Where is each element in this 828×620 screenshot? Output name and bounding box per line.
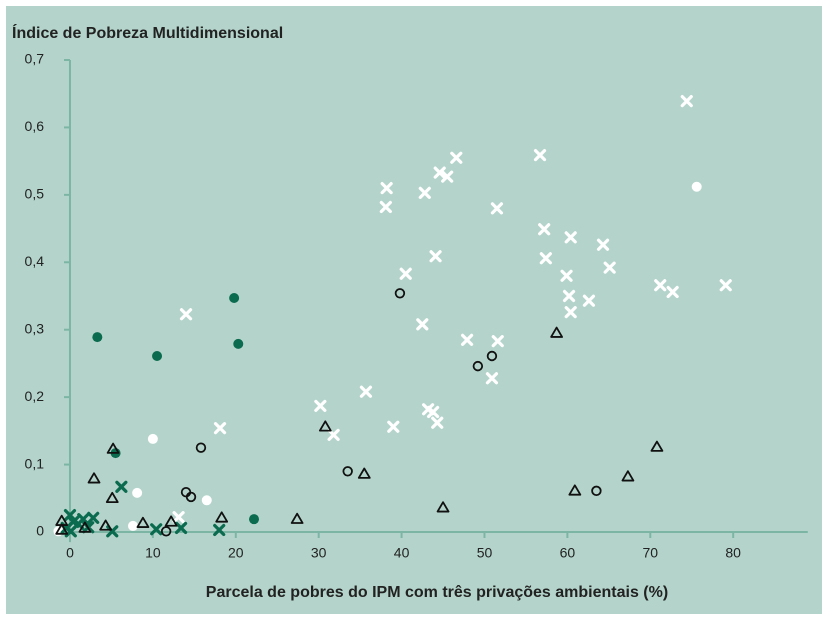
x-marker — [213, 523, 226, 537]
x-marker — [562, 289, 576, 303]
triangle-marker — [87, 472, 101, 484]
dot-marker — [147, 433, 158, 444]
x-axis-label: Parcela de pobres do IPM com três privaç… — [206, 584, 668, 601]
x-marker — [429, 250, 442, 263]
x-marker — [172, 511, 185, 524]
x-marker — [174, 521, 188, 535]
x-marker — [533, 148, 547, 162]
triangle-marker — [164, 515, 178, 527]
triangle-marker — [136, 516, 150, 528]
x-marker — [387, 420, 400, 433]
x-marker — [380, 182, 393, 195]
x-marker — [603, 261, 616, 274]
x-marker — [560, 269, 573, 282]
triangle-marker — [105, 491, 119, 504]
y-tick-label: 0,2 — [25, 388, 45, 404]
x-tick-label: 80 — [725, 545, 741, 561]
circle-marker — [394, 288, 406, 299]
x-marker — [327, 428, 340, 441]
x-marker — [314, 399, 327, 412]
x-marker — [538, 223, 551, 236]
x-marker — [416, 318, 429, 331]
dot-marker — [127, 520, 138, 531]
x-marker — [431, 416, 444, 429]
x-marker — [115, 480, 128, 493]
x-marker — [426, 405, 440, 419]
dot-marker — [233, 338, 244, 349]
x-marker — [490, 202, 504, 215]
x-marker — [359, 385, 373, 398]
triangle-marker — [357, 467, 371, 479]
x-marker — [564, 306, 577, 319]
x-tick-label: 70 — [642, 545, 658, 561]
y-tick-label: 0,7 — [25, 51, 45, 67]
x-marker — [680, 95, 693, 108]
y-tick-label: 0 — [36, 523, 44, 539]
dot-marker — [201, 495, 212, 506]
triangle-marker — [106, 442, 120, 454]
dot-marker — [92, 332, 103, 343]
dot-marker — [691, 181, 702, 192]
x-marker — [150, 523, 163, 536]
x-marker — [596, 238, 610, 251]
circle-marker — [160, 526, 172, 537]
x-marker — [450, 151, 463, 164]
circle-marker — [185, 491, 197, 503]
circle-marker — [486, 350, 498, 362]
x-marker — [539, 252, 552, 265]
chart-title: Índice de Pobreza Multidimensional — [12, 23, 283, 42]
x-tick-label: 60 — [560, 545, 576, 561]
circle-marker — [342, 466, 353, 477]
background — [6, 6, 822, 614]
dot-marker — [132, 487, 143, 498]
dot-marker — [249, 514, 260, 525]
triangle-marker — [55, 523, 69, 535]
x-tick-label: 50 — [477, 545, 493, 561]
triangle-marker — [99, 519, 113, 531]
triangle-marker — [650, 440, 664, 452]
dot-marker — [229, 293, 240, 304]
y-tick-label: 0,3 — [25, 320, 45, 336]
x-marker — [399, 267, 412, 280]
triangle-marker — [215, 511, 229, 523]
y-tick-label: 0,5 — [25, 186, 45, 202]
triangle-marker — [78, 521, 92, 533]
triangle-marker — [436, 501, 450, 513]
x-marker — [666, 285, 679, 299]
x-marker — [654, 279, 667, 292]
x-marker — [418, 186, 431, 199]
x-marker — [485, 372, 499, 385]
x-tick-label: 20 — [228, 545, 244, 561]
triangle-marker — [550, 326, 564, 338]
x-tick-label: 30 — [311, 545, 327, 561]
x-marker — [564, 231, 577, 244]
dot-marker — [152, 351, 163, 362]
x-marker — [179, 308, 193, 321]
x-tick-label: 0 — [66, 545, 74, 561]
x-tick-label: 40 — [394, 545, 410, 561]
x-marker — [379, 200, 392, 214]
triangle-marker — [290, 512, 304, 524]
circle-marker — [195, 442, 207, 453]
x-marker — [433, 166, 446, 179]
y-tick-label: 0,1 — [25, 455, 45, 471]
x-marker — [719, 279, 732, 292]
x-marker — [582, 294, 596, 307]
circle-marker — [591, 485, 602, 497]
triangle-marker — [568, 484, 582, 496]
x-marker — [460, 333, 474, 346]
x-marker — [491, 335, 504, 348]
circle-marker — [472, 360, 484, 372]
x-marker — [441, 170, 454, 183]
triangle-marker — [318, 420, 332, 432]
x-marker — [87, 511, 100, 524]
triangle-marker — [621, 470, 635, 482]
x-marker — [213, 422, 227, 435]
x-tick-label: 10 — [145, 545, 161, 561]
y-tick-label: 0,6 — [25, 118, 45, 134]
y-tick-label: 0,4 — [25, 253, 45, 269]
